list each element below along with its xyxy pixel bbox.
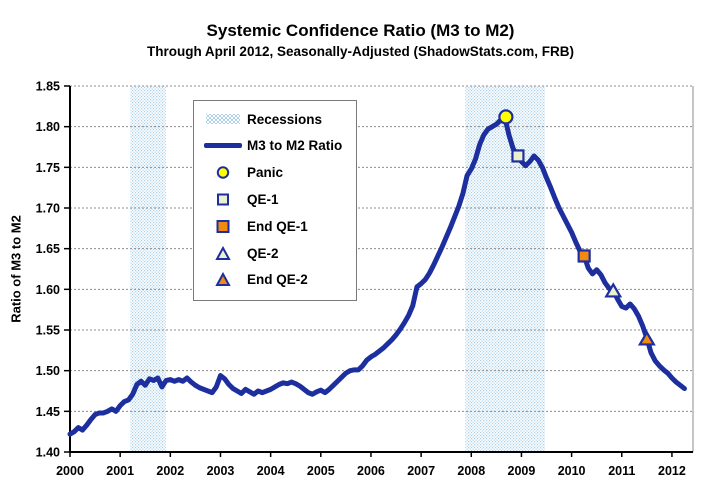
legend-item-panic: Panic — [204, 162, 356, 184]
x-tick-label: 2010 — [558, 464, 586, 478]
legend-item-recessions: Recessions — [204, 108, 356, 130]
x-tick-label: 2004 — [257, 464, 285, 478]
x-tick-label: 2000 — [56, 464, 84, 478]
recession-band — [130, 86, 166, 452]
chart-title: Systemic Confidence Ratio (M3 to M2) — [206, 21, 515, 40]
x-tick-label: 2007 — [407, 464, 435, 478]
legend-label-end-qe2: End QE-2 — [247, 272, 308, 288]
y-tick-label: 1.55 — [36, 324, 60, 338]
y-tick-label: 1.65 — [36, 242, 60, 256]
y-tick-label: 1.40 — [36, 446, 60, 460]
recessions-swatch — [206, 114, 240, 124]
y-tick-label: 1.45 — [36, 405, 60, 419]
legend-item-end-qe2: End QE-2 — [204, 269, 356, 291]
marker-panic — [498, 109, 514, 125]
y-tick-label: 1.50 — [36, 364, 60, 378]
qe2-marker-icon — [215, 245, 231, 260]
qe1-marker-icon — [217, 193, 229, 206]
x-tick-label: 2002 — [156, 464, 184, 478]
recession-band — [465, 86, 546, 452]
panic-marker-icon — [216, 166, 230, 179]
chart-subtitle: Through April 2012, Seasonally-Adjusted … — [146, 44, 575, 59]
x-tick-label: 2009 — [508, 464, 536, 478]
x-tick-label: 2008 — [457, 464, 485, 478]
legend-item-qe2: QE-2 — [204, 242, 356, 264]
legend-item-qe1: QE-1 — [204, 188, 356, 210]
y-tick-label: 1.60 — [36, 283, 60, 297]
ratio-line-swatch — [204, 143, 242, 149]
legend-label-qe2: QE-2 — [247, 245, 279, 261]
x-tick-label: 2006 — [357, 464, 385, 478]
end-qe2-marker-icon — [215, 272, 231, 287]
y-tick-label: 1.75 — [36, 161, 60, 175]
x-tick-label: 2012 — [658, 464, 686, 478]
legend-label-recessions: Recessions — [247, 111, 323, 127]
legend-item-end-qe1: End QE-1 — [204, 215, 356, 237]
x-tick-label: 2011 — [608, 464, 635, 478]
marker-end-qe-1 — [577, 249, 591, 263]
marker-qe-2 — [604, 282, 623, 298]
legend-label-qe1: QE-1 — [247, 191, 279, 207]
marker-end-qe-2 — [637, 330, 656, 346]
end-qe1-marker-icon — [216, 219, 230, 233]
y-tick-label: 1.80 — [36, 120, 60, 134]
x-tick-label: 2003 — [207, 464, 235, 478]
legend-label-end-qe1: End QE-1 — [247, 218, 308, 234]
marker-qe-1 — [511, 149, 525, 163]
y-tick-label: 1.70 — [36, 202, 60, 216]
legend-box: Recessions M3 to M2 Ratio Panic QE-1 — [193, 100, 357, 301]
legend-label-ratio-line: M3 to M2 Ratio — [247, 138, 343, 154]
legend-item-ratio-line: M3 to M2 Ratio — [204, 135, 356, 157]
y-tick-label: 1.85 — [36, 80, 60, 94]
x-tick-label: 2001 — [106, 464, 134, 478]
legend-label-panic: Panic — [247, 165, 284, 181]
x-tick-label: 2005 — [307, 464, 335, 478]
